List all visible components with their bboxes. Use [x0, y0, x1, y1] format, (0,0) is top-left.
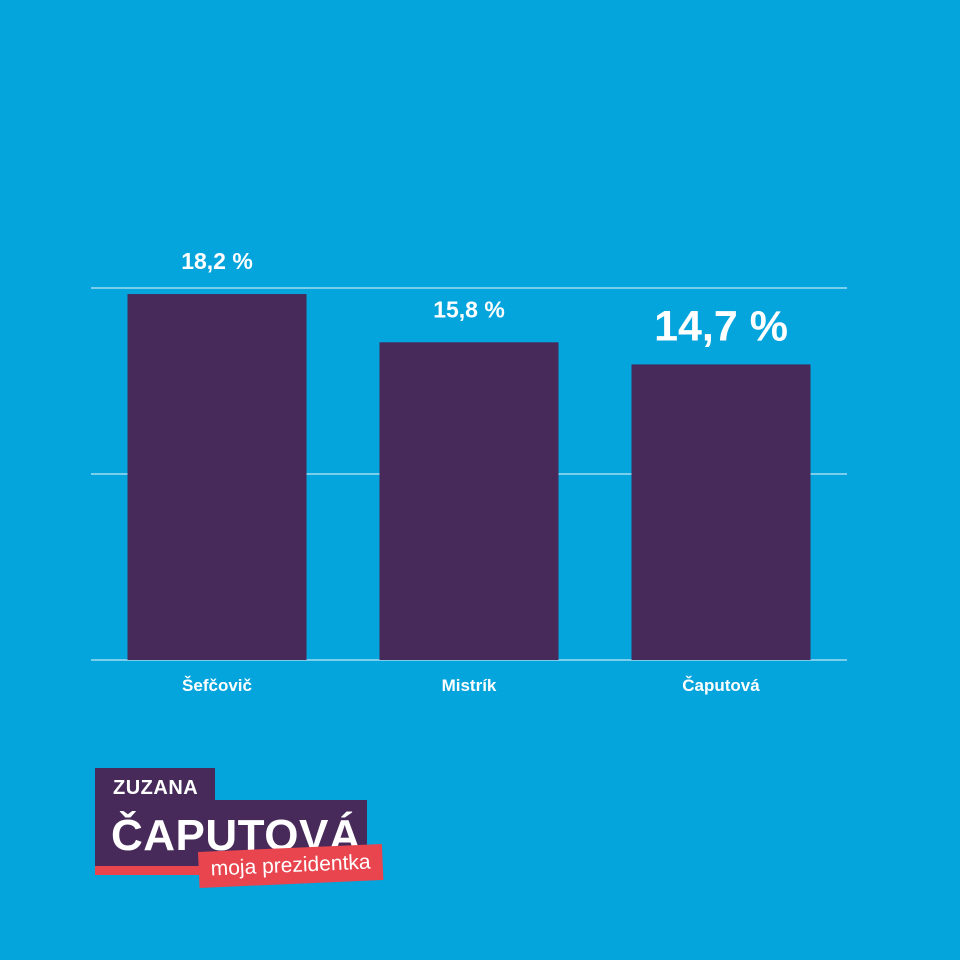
value-label-0: 18,2 %: [181, 248, 253, 274]
category-label-2: Čaputová: [682, 676, 760, 695]
value-label-2: 14,7 %: [654, 302, 788, 350]
bar-1: [379, 342, 559, 660]
bar-2: [631, 364, 811, 660]
labels: 18,2 % Šefčovič 15,8 % Mistrík 14,7 % Čaputov…: [181, 248, 788, 695]
category-label-0: Šefčovič: [182, 676, 252, 695]
bar-0: [127, 294, 307, 660]
value-label-1: 15,8 %: [433, 296, 505, 322]
bars: [127, 294, 811, 660]
category-label-1: Mistrík: [442, 676, 497, 695]
